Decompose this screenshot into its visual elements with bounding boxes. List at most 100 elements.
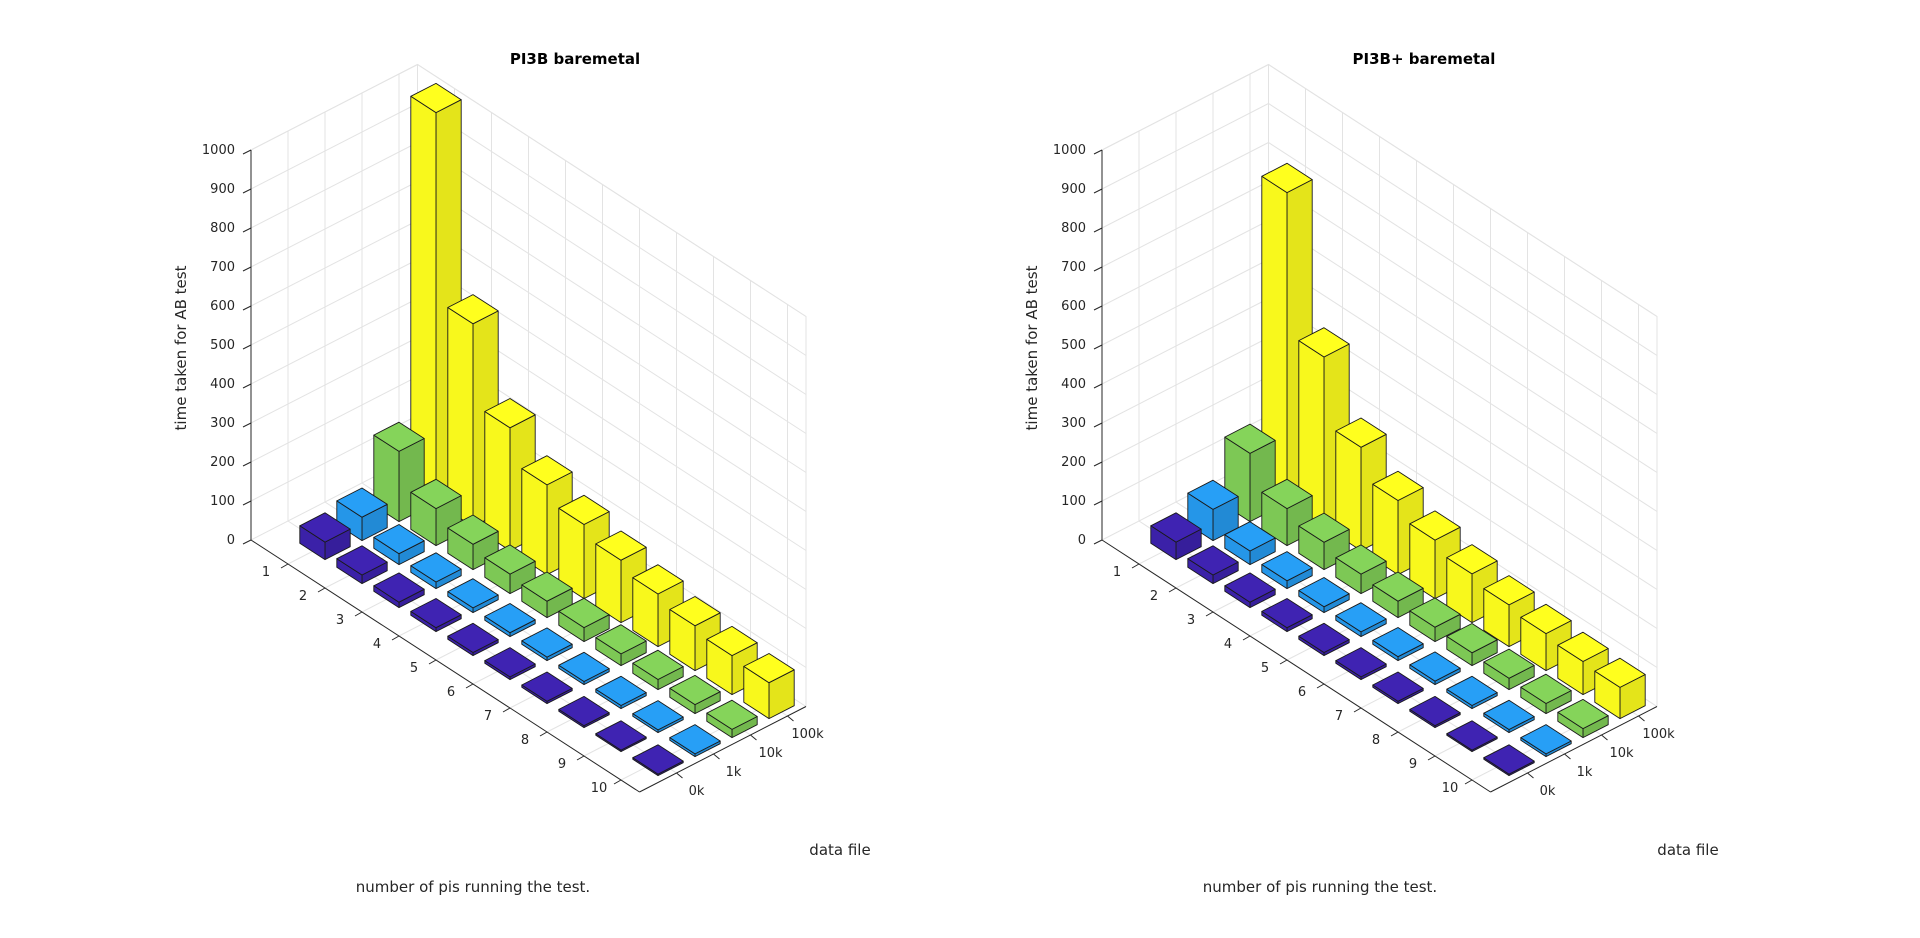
z-tick [242, 266, 252, 272]
bar [336, 487, 388, 542]
bar [558, 651, 610, 686]
y-tick-label: 100k [791, 727, 824, 742]
z-axis-label: time taken for AB test [1023, 265, 1041, 430]
x-tick [539, 731, 548, 737]
x-tick [1205, 611, 1214, 617]
z-tick [242, 461, 252, 467]
bar-top-face [1261, 551, 1313, 582]
x-tick [613, 779, 622, 785]
bar-top-face [1446, 675, 1498, 706]
axes [1093, 149, 1658, 793]
bar [1372, 671, 1424, 705]
z-tick-label: 300 [1061, 416, 1086, 431]
bar-top-face [1409, 510, 1461, 541]
x-tick [280, 563, 289, 569]
bars [1150, 162, 1646, 777]
bar [1446, 720, 1498, 753]
z-tick-label: 400 [1061, 377, 1086, 392]
x-tick-label: 7 [1335, 709, 1343, 724]
bar-top-face [299, 512, 351, 543]
y-tick-label: 0k [689, 784, 705, 799]
x-tick [1353, 707, 1362, 713]
bar [373, 572, 425, 609]
bar-top-face [595, 675, 647, 706]
z-tick [1093, 305, 1103, 311]
bar [484, 544, 536, 595]
z-tick-label: 500 [1061, 338, 1086, 353]
bar-top-face [1372, 571, 1424, 602]
z-tick-label: 100 [210, 494, 235, 509]
x-tick [1390, 731, 1399, 737]
chart-title: PI3B baremetal [510, 50, 640, 68]
bar-top-face [1335, 417, 1387, 448]
bar [595, 675, 647, 710]
x-tick-label: 5 [1261, 661, 1269, 676]
z-tick [242, 344, 252, 350]
x-tick [465, 683, 474, 689]
bar [336, 545, 388, 585]
z-tick-label: 300 [210, 416, 235, 431]
bar-top-face [632, 564, 684, 595]
z-tick [242, 188, 252, 194]
bar [632, 744, 684, 777]
x-tick-label: 4 [1224, 637, 1232, 652]
bar [1520, 673, 1572, 715]
bar-top-face [1224, 572, 1276, 603]
bar-top-face [1335, 647, 1387, 678]
bar-top-face [595, 720, 647, 751]
z-tick-label: 800 [210, 221, 235, 236]
bar-top-face [410, 552, 462, 583]
labels: PI3B+ baremetal time taken for AB test n… [1023, 50, 1719, 896]
x-axis-label: number of pis running the test. [1203, 878, 1437, 896]
bar-top-face [1483, 648, 1535, 679]
y-tick [713, 753, 720, 760]
z-tick [1093, 344, 1103, 350]
bar-top-face [373, 524, 425, 555]
grid-line [1101, 63, 1658, 707]
bar [632, 649, 684, 691]
x-tick-label: 9 [1409, 757, 1417, 772]
x-tick [1168, 587, 1177, 593]
bar-top-face [447, 294, 499, 325]
bar-top-face [521, 627, 573, 658]
y-tick [1638, 715, 1645, 722]
y-axis-label: data file [809, 841, 870, 859]
x-tick-label: 5 [410, 661, 418, 676]
bar-top-face [706, 625, 758, 657]
x-tick-label: 2 [299, 589, 307, 604]
z-tick [1093, 500, 1103, 506]
bar-top-face [1520, 603, 1572, 635]
bar-top-face [447, 622, 499, 653]
bar [1224, 572, 1276, 609]
z-tick-label: 700 [210, 260, 235, 275]
z-tick [242, 149, 252, 155]
bar [1594, 657, 1646, 720]
bar [1261, 551, 1313, 590]
z-tick-label: 700 [1061, 260, 1086, 275]
bar-top-face [558, 494, 610, 525]
z-tick [1093, 188, 1103, 194]
y-tick [1527, 772, 1534, 779]
x-axis-line [250, 539, 640, 793]
y-tick-label: 10k [1609, 746, 1634, 761]
bar [1483, 744, 1535, 777]
x-tick-label: 8 [1372, 733, 1380, 748]
bar [484, 647, 536, 681]
bar [1187, 479, 1239, 542]
bar-top-face [484, 544, 536, 575]
bar-top-face [1594, 657, 1646, 688]
bar [447, 514, 499, 571]
bar-top-face [1150, 512, 1202, 543]
bar-top-face [1187, 545, 1239, 576]
bar [1483, 648, 1535, 691]
bar-top-face [484, 398, 536, 429]
x-tick [1464, 779, 1473, 785]
bar-top-face [1446, 544, 1498, 575]
z-tick [1093, 422, 1103, 428]
chart-pi3b-plus-baremetal: PI3B+ baremetal time taken for AB test n… [1023, 50, 1719, 896]
bar [669, 724, 721, 758]
y-tick-label: 100k [1642, 727, 1675, 742]
bar [1335, 602, 1387, 638]
bar [1261, 598, 1313, 633]
